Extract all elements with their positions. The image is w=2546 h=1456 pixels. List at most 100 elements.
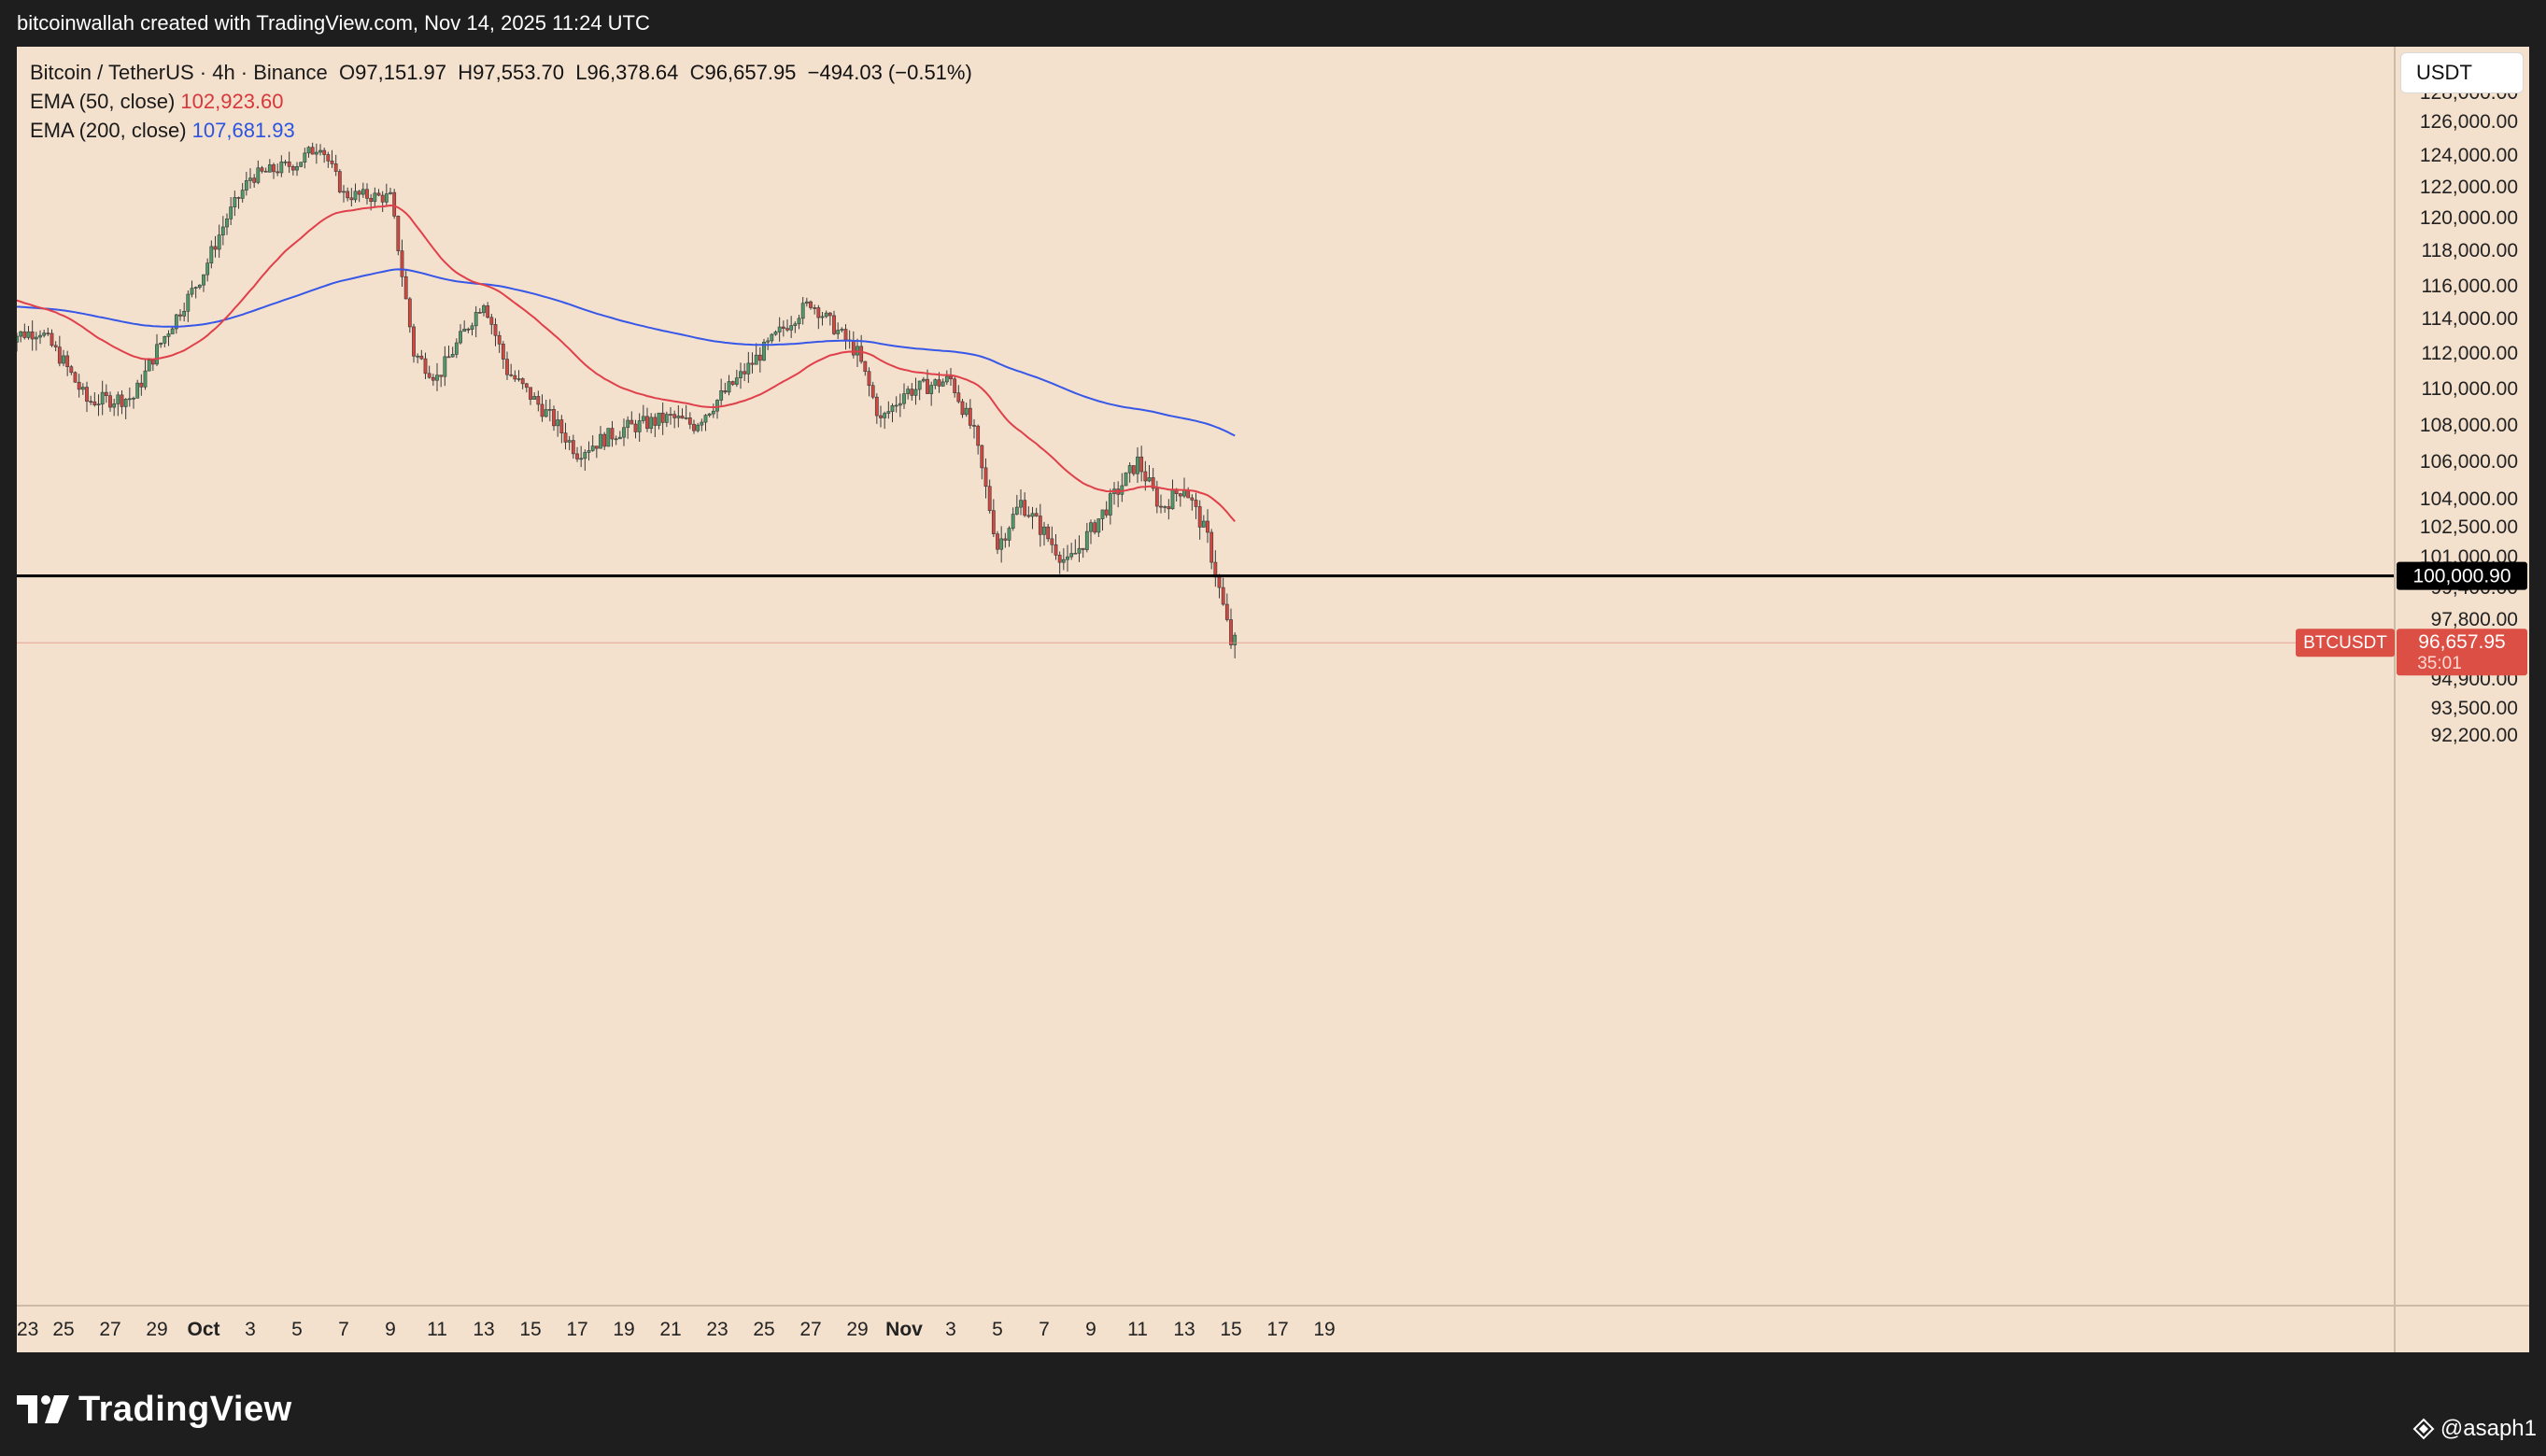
candle-body [306,147,311,154]
candle-body [552,409,556,427]
candle-body [1050,538,1054,545]
candle-body [754,354,758,365]
candle-body [1178,493,1182,497]
candle-body [890,405,895,412]
candle-body [139,382,144,388]
candle-body [57,346,62,364]
time-tick-label: 13 [1173,1319,1195,1340]
price-tick-label: 92,200.00 [2431,725,2518,746]
candle-body [22,331,27,338]
candle-body [276,171,280,174]
time-tick-label: 17 [566,1319,587,1340]
candle-body [516,378,521,380]
candle-body [77,381,81,390]
candle-body [190,288,194,295]
ema200-legend[interactable]: EMA (200, close) 107,681.93 [30,119,295,142]
candle-body [147,360,151,372]
svg-text:96,657.95: 96,657.95 [2418,631,2505,653]
price-tick-label: 112,000.00 [2421,343,2518,364]
candle-body [267,164,272,173]
candle-body [641,416,645,421]
currency-button[interactable]: USDT [2400,52,2524,93]
candle-body [73,372,78,383]
ohlc-open: O97,151.97 [339,61,447,84]
candle-body [703,415,708,423]
candle-body [182,310,187,317]
candle-body [497,334,502,345]
candle-body [50,332,54,346]
chart-canvas[interactable]: 130,000.00128,000.00126,000.00124,000.00… [17,47,2529,1352]
author-credit: @asaph1 [2412,1416,2537,1442]
candle-body [913,389,918,396]
time-tick-label: 25 [52,1319,74,1340]
candle-body [373,192,377,203]
candle-body [692,423,696,431]
candle-body [991,510,996,534]
price-tick-label: 104,000.00 [2420,488,2518,510]
candle-body [1100,509,1105,519]
candle-body [163,336,167,344]
candle-body [96,403,101,406]
candle-body [933,379,938,386]
candle-body [617,436,622,440]
candle-body [832,315,836,334]
candle-body [1190,497,1195,501]
candle-body [236,197,241,199]
candle-body [193,287,198,290]
candle-body [209,246,214,264]
candle-body [657,412,661,426]
candle-body [544,409,548,417]
time-tick-label: 3 [245,1319,256,1340]
candle-body [333,163,338,172]
candle-body [843,329,848,341]
chart-frame[interactable]: 130,000.00128,000.00126,000.00124,000.00… [17,47,2529,1352]
candle-body [17,335,19,343]
svg-text:BTCUSDT: BTCUSDT [2303,633,2387,653]
candle-body [680,416,685,419]
candle-body [944,375,949,383]
candle-body [929,385,934,394]
candle-body [556,419,560,427]
tradingview-logo[interactable]: TradingView [17,1390,292,1429]
candle-body [816,307,821,318]
candle-body [353,191,358,201]
candle-body [637,420,642,432]
price-tick-label: 116,000.00 [2421,276,2518,297]
candle-body [287,161,291,167]
time-tick-label: 15 [1220,1319,1241,1340]
candle-body [746,362,751,375]
ohlc-high: H97,553.70 [458,61,565,84]
time-axis[interactable]: 23 25 27 29 Oct 3 5 7 9 11 13 15 17 19 21 23 25 27 29 Nov 3 5… [17,1319,1336,1340]
candle-body [633,423,638,432]
candle-body [120,394,124,407]
candle-body [369,198,374,203]
candle-body [840,329,844,331]
candle-body [1034,513,1039,516]
candle-body [197,284,202,288]
candle-body [687,417,692,425]
candle-body [734,377,739,385]
candle-body [757,354,762,361]
candle-body [874,396,879,417]
symbol-title[interactable]: Bitcoin / TetherUS · 4h · Binance [30,61,328,84]
candle-body [419,355,424,360]
candle-body [392,191,397,217]
candle-body [626,419,630,429]
candle-body [19,331,23,337]
candle-body [454,342,459,355]
ema50-legend[interactable]: EMA (50, close) 102,923.60 [30,90,284,113]
candle-body [917,380,922,390]
candle-body [1120,485,1124,495]
candle-body [863,360,868,373]
candle-body [590,445,595,451]
price-tick-label: 93,500.00 [2431,698,2518,719]
price-tick-label: 102,500.00 [2420,516,2518,538]
candle-body [150,360,155,365]
candle-body [337,171,342,192]
candle-body [244,180,248,191]
candle-body [252,177,257,183]
candle-body [400,250,404,277]
candle-body [886,411,891,414]
candle-body [547,409,552,411]
candle-body [303,152,307,163]
